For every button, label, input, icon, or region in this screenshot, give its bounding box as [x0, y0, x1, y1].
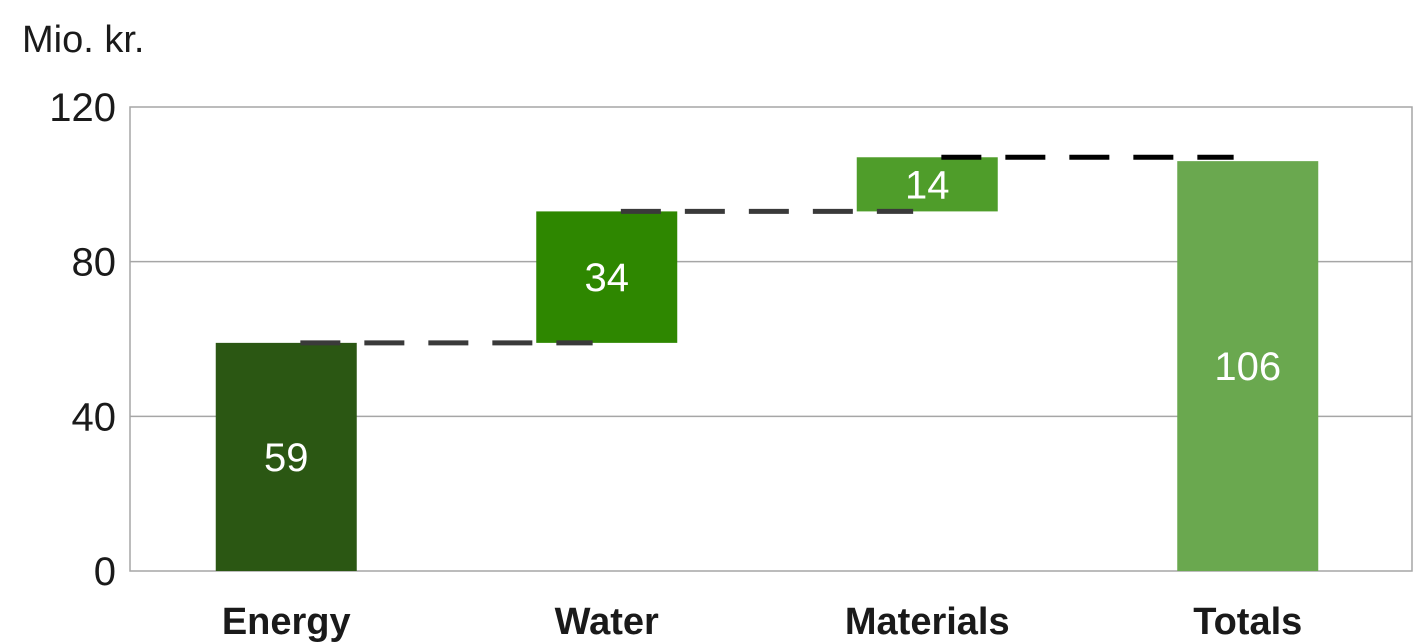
data-labels: 59 34 14 106 [264, 163, 1281, 480]
bar-totals [1177, 161, 1319, 571]
plot-area-border [129, 106, 1413, 572]
bars [215, 157, 1319, 571]
y-axis-ticks: 0 40 80 120 [49, 86, 116, 594]
bar-materials [856, 157, 998, 212]
category-label-water: Water [555, 601, 659, 643]
y-tick-label-0: 0 [94, 550, 116, 594]
bar-energy [215, 342, 357, 571]
category-label-materials: Materials [845, 601, 1010, 643]
category-label-energy: Energy [222, 601, 351, 643]
data-label-energy: 59 [264, 436, 309, 480]
y-tick-label-80: 80 [72, 241, 117, 285]
connector-lines [300, 154, 1234, 346]
category-label-totals: Totals [1193, 601, 1302, 643]
y-tick-label-120: 120 [49, 86, 116, 130]
data-label-totals: 106 [1214, 345, 1281, 389]
y-unit-label: Mio. kr. [22, 19, 144, 61]
y-tick-label-40: 40 [72, 395, 117, 439]
bar-water [536, 211, 678, 343]
category-labels: Energy Water Materials Totals [222, 601, 1302, 643]
data-label-materials: 14 [905, 163, 950, 207]
data-label-water: 34 [585, 256, 630, 300]
